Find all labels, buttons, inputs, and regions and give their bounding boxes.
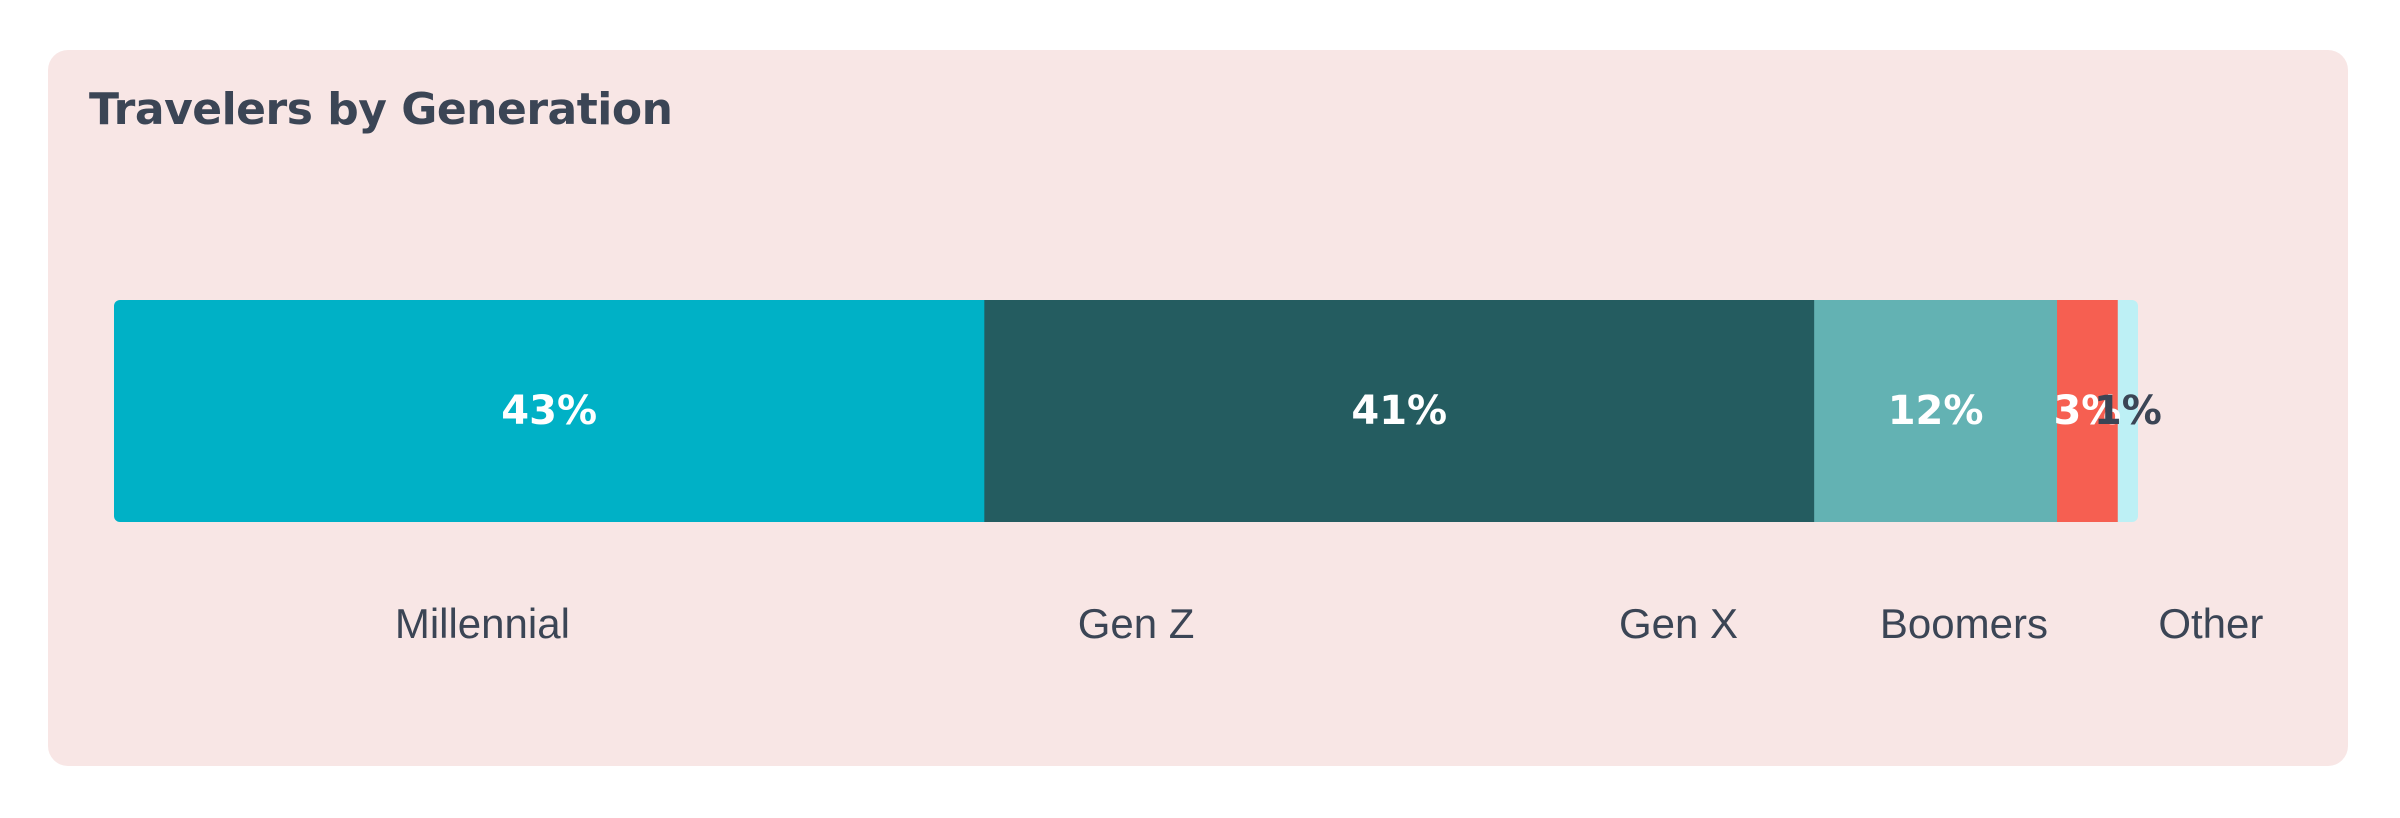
category-label-other: Other <box>2158 600 2263 647</box>
value-label-gen-z: 41% <box>1351 388 1447 434</box>
value-label-other: 1% <box>2094 388 2162 434</box>
chart-title: Travelers by Generation <box>89 84 673 135</box>
value-label-gen-x: 12% <box>1888 388 1984 434</box>
bar-segment-boomers <box>2057 300 2119 522</box>
bar-segment-millennial <box>114 300 985 522</box>
bar-segment-gen-z <box>984 300 1815 522</box>
chart-card: Travelers by Generation 43% Millennial 41%… <box>48 50 2348 766</box>
bar-segment-gen-x <box>1814 300 2058 522</box>
stacked-bar-chart: 43% Millennial 41% Gen Z 12% Gen X 3% Boomers 1%… <box>114 300 2263 647</box>
category-label-boomers: Boomers <box>1880 600 2048 647</box>
value-label-boomers: 3% <box>2053 388 2121 434</box>
bar-segments <box>114 300 2138 522</box>
category-label-gen-x: Gen X <box>1619 600 1738 647</box>
category-label-gen-z: Gen Z <box>1078 600 1195 647</box>
value-label-millennial: 43% <box>501 388 597 434</box>
bar-segment-other <box>2117 300 2138 522</box>
category-label-millennial: Millennial <box>395 600 570 647</box>
